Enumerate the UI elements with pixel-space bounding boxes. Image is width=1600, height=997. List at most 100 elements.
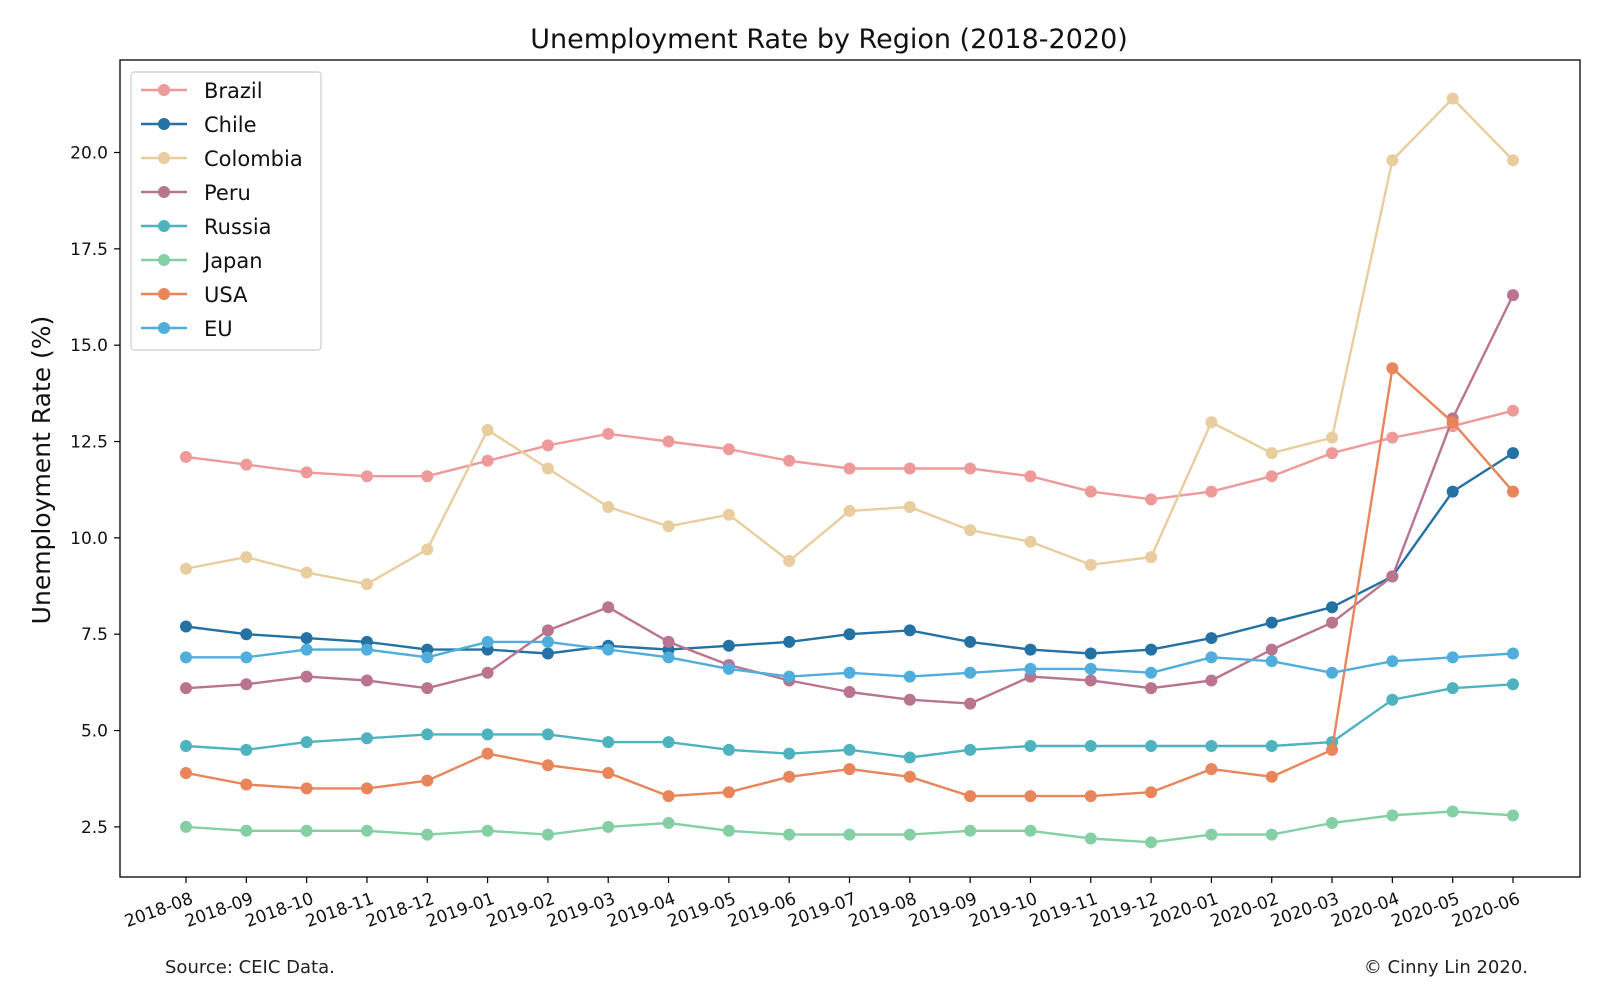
x-tick-label: 2020-02: [1208, 889, 1282, 932]
series-layer: [180, 92, 1519, 849]
data-point: [1084, 662, 1097, 675]
data-point: [180, 766, 192, 779]
data-point: [1084, 832, 1097, 845]
data-point: [662, 520, 675, 533]
data-point: [541, 635, 554, 648]
x-tick-label: 2019-11: [1027, 889, 1101, 932]
data-point: [1386, 154, 1399, 167]
series-eu: [180, 635, 1519, 683]
data-point: [903, 501, 916, 514]
data-point: [1205, 416, 1218, 429]
data-point: [1326, 616, 1339, 629]
data-point: [240, 628, 253, 641]
data-point: [602, 820, 615, 833]
legend-swatch-marker: [158, 84, 170, 96]
legend-item-usa: USA: [141, 283, 248, 307]
y-tick-label: 7.5: [81, 625, 108, 645]
data-point: [1446, 416, 1459, 429]
legend-item-eu: EU: [141, 317, 233, 341]
data-point: [903, 770, 916, 783]
data-point: [481, 666, 494, 679]
data-point: [421, 651, 434, 664]
data-point: [903, 462, 916, 475]
data-point: [541, 759, 554, 772]
data-point: [1326, 817, 1339, 830]
data-point: [1386, 362, 1399, 375]
x-tick-label: 2020-05: [1389, 889, 1463, 932]
x-tick-label: 2019-04: [605, 889, 679, 932]
legend-item-colombia: Colombia: [141, 147, 303, 171]
data-point: [1326, 447, 1339, 460]
data-point: [662, 736, 675, 749]
x-tick-label: 2019-05: [665, 889, 739, 932]
data-point: [783, 828, 796, 841]
data-point: [300, 824, 313, 837]
data-point: [1507, 485, 1519, 498]
series-line-peru: [185, 294, 1515, 705]
data-point: [1386, 570, 1399, 583]
data-point: [1084, 674, 1097, 687]
data-point: [300, 736, 313, 749]
data-point: [1205, 828, 1218, 841]
copyright-note: © Cinny Lin 2020.: [1363, 957, 1528, 978]
data-point: [1265, 470, 1278, 483]
legend-item-peru: Peru: [141, 181, 251, 205]
data-point: [1205, 763, 1218, 776]
x-tick-label: 2019-03: [544, 889, 618, 932]
plot-frame: [119, 59, 1581, 878]
data-point: [180, 562, 192, 575]
data-point: [481, 635, 494, 648]
data-point: [964, 697, 977, 710]
data-point: [541, 439, 554, 452]
data-point: [180, 450, 192, 463]
data-point: [240, 651, 253, 664]
data-point: [843, 462, 856, 475]
data-point: [1145, 666, 1158, 679]
data-point: [1205, 651, 1218, 664]
series-line-brazil: [185, 409, 1514, 501]
y-tick-label: 20.0: [70, 143, 108, 163]
y-tick-label: 10.0: [70, 529, 108, 549]
data-point: [300, 466, 313, 479]
data-point: [783, 770, 796, 783]
data-point: [240, 551, 253, 564]
data-point: [1446, 485, 1459, 498]
data-point: [903, 751, 916, 764]
data-point: [602, 501, 615, 514]
x-tick-label: 2018-10: [243, 889, 317, 932]
x-tick-label: 2018-12: [363, 889, 437, 932]
data-point: [481, 728, 494, 741]
legend-item-japan: Japan: [141, 249, 263, 273]
x-tick-label: 2019-01: [424, 889, 498, 932]
data-point: [843, 828, 856, 841]
legend-swatch-marker: [158, 288, 170, 300]
data-point: [662, 817, 675, 830]
data-point: [1326, 431, 1339, 444]
data-point: [903, 624, 916, 637]
data-point: [421, 728, 434, 741]
data-point: [1145, 836, 1158, 849]
data-point: [662, 635, 675, 648]
data-point: [1205, 632, 1218, 645]
data-point: [783, 747, 796, 760]
chart-title: Unemployment Rate by Region (2018-2020): [530, 24, 1128, 55]
data-point: [843, 763, 856, 776]
data-point: [722, 824, 735, 837]
x-tick-label: 2020-01: [1148, 889, 1222, 932]
legend-swatch-marker: [158, 254, 170, 266]
data-point: [843, 743, 856, 756]
data-point: [783, 454, 796, 467]
data-point: [300, 643, 313, 656]
x-tick-label: 2019-07: [786, 889, 860, 932]
data-point: [1145, 786, 1158, 799]
data-point: [1205, 674, 1218, 687]
data-point: [300, 782, 313, 795]
data-point: [1024, 470, 1037, 483]
data-point: [1446, 92, 1459, 105]
data-point: [240, 458, 253, 471]
data-point: [1265, 770, 1278, 783]
series-usa: [180, 362, 1519, 803]
data-point: [1205, 485, 1218, 498]
data-point: [1024, 790, 1037, 803]
